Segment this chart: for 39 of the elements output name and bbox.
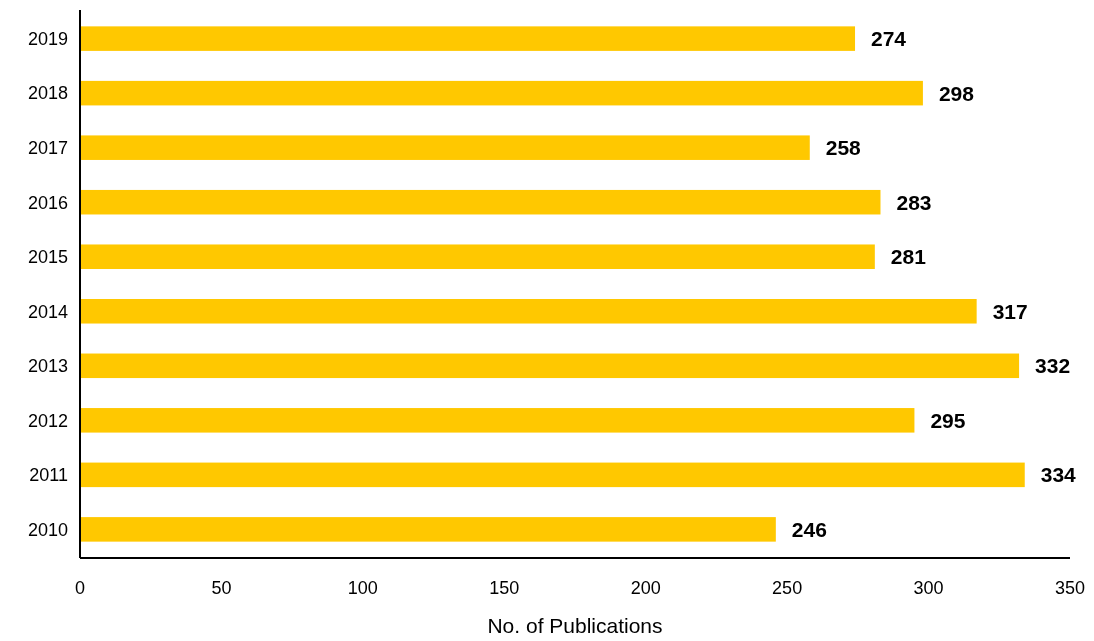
data-label: 332 [1035, 354, 1071, 378]
data-label: 295 [930, 408, 966, 432]
x-tick-label: 200 [630, 578, 661, 598]
y-tick-label: 2017 [27, 137, 68, 158]
x-tick-label: 50 [211, 578, 232, 598]
bar [80, 517, 776, 542]
bar [80, 408, 915, 433]
y-tick-label: 2012 [27, 410, 68, 431]
data-label: 283 [896, 190, 932, 214]
bar [80, 189, 881, 215]
x-tick-label: 250 [772, 578, 803, 598]
bar [80, 353, 1020, 379]
data-label: 298 [938, 81, 975, 105]
bar [80, 80, 923, 106]
data-label: 258 [825, 136, 862, 160]
x-tick-label: 150 [489, 578, 520, 598]
x-tick-label: 100 [347, 578, 378, 598]
x-tick-label: 0 [74, 578, 86, 598]
y-tick-label: 2015 [27, 247, 68, 268]
data-label: 281 [890, 245, 927, 269]
y-tick-label: 2013 [27, 356, 68, 377]
data-label: 334 [1040, 463, 1077, 487]
y-tick-label: 2010 [27, 519, 68, 540]
x-tick-label: 350 [1054, 578, 1086, 598]
bar [80, 299, 977, 324]
bar [80, 26, 856, 51]
x-axis-title: No. of Publications [487, 614, 663, 637]
data-label: 246 [791, 517, 827, 541]
bar [80, 462, 1025, 488]
data-label: 317 [992, 299, 1028, 323]
y-tick-label: 2011 [29, 465, 68, 486]
bar [80, 244, 875, 270]
data-label: 274 [871, 26, 907, 50]
y-tick-label: 2019 [27, 28, 68, 49]
bar [80, 135, 810, 160]
y-tick-label: 2016 [27, 192, 68, 213]
x-tick-label: 300 [913, 578, 944, 598]
y-tick-label: 2018 [27, 83, 68, 104]
y-tick-label: 2014 [27, 301, 68, 322]
